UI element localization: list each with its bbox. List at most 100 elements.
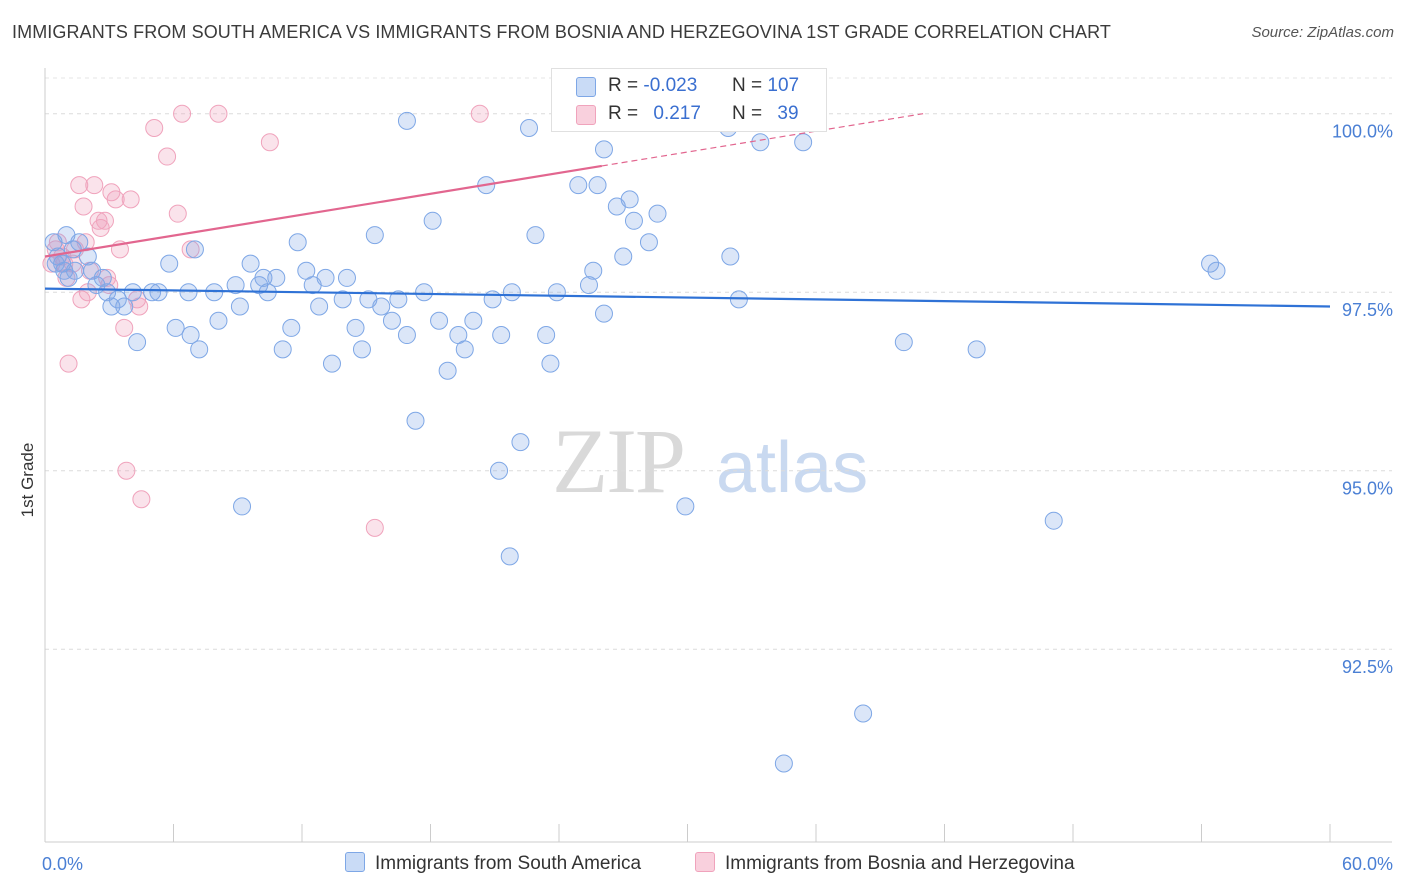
south-america-point [93,268,112,287]
south-america-point [1207,261,1226,280]
south-america-point [205,283,224,302]
south-america-point [316,268,335,287]
bosnia-point [59,354,78,373]
south-america-point [502,283,521,302]
south-america-point [490,461,509,480]
south-america-point [492,326,511,345]
legend-swatch-pink [576,105,596,125]
south-america-point [464,311,483,330]
bosnia-point [95,211,114,230]
south-america-point [579,276,598,295]
south-america-point [438,361,457,380]
south-america-point [108,290,127,309]
south-america-point [233,497,252,516]
south-america-point [181,326,200,345]
bosnia-point [260,133,279,152]
chart-title: IMMIGRANTS FROM SOUTH AMERICA VS IMMIGRA… [12,22,1112,42]
watermark: ZIP atlas [552,410,868,512]
south-america-point [1044,511,1063,530]
south-america-point [241,254,260,273]
south-america-point [310,297,329,316]
south-america-point [967,340,986,359]
south-america-point [230,297,249,316]
bottom-legend-south-america: Immigrants from South America [345,852,641,875]
south-america-point [415,283,434,302]
south-america-point [78,247,97,266]
south-america-point [648,204,667,223]
south-america-point [751,133,770,152]
south-america-point [430,311,449,330]
south-america-point [226,276,245,295]
south-america-point [624,211,643,230]
south-america-point [273,340,292,359]
south-america-point [372,297,391,316]
bosnia-point [74,197,93,216]
legend-n-label: N = [732,103,763,124]
south-america-point [123,283,142,302]
south-america-point [352,340,371,359]
south-america-point [639,233,658,252]
south-america-point [594,304,613,323]
south-america-point [614,247,633,266]
bosnia-point [117,461,136,480]
x-tick-label: 0.0% [42,854,83,874]
bosnia-point [72,290,91,309]
south-america-point [382,311,401,330]
south-america-point [569,176,588,195]
south-america-point [149,283,168,302]
south-america-point [65,261,84,280]
bosnia-point [168,204,187,223]
south-america-point [588,176,607,195]
south-america-point [98,283,117,302]
legend-n-label: N = [732,75,763,96]
y-tick-label: 95.0% [1342,479,1393,499]
south-america-point [397,111,416,130]
legend-r-value: 0.217 [653,103,701,124]
south-america-point [166,318,185,337]
legend-n-value: 39 [777,103,799,124]
south-america-point [594,140,613,159]
bosnia-point [145,118,164,137]
bosnia-point [121,190,140,209]
south-america-point [526,226,545,245]
watermark-zip: ZIP [552,410,684,512]
south-america-point [894,333,913,352]
south-america-point [337,268,356,287]
bottom-legend-bosnia: Immigrants from Bosnia and Herzegovina [695,852,1075,875]
legend-swatch-pink [695,852,715,872]
y-tick-label: 100.0% [1332,122,1393,142]
south-america-point [794,133,813,152]
south-america-point [854,704,873,723]
south-america-point [102,297,121,316]
y-tick-label: 92.5% [1342,657,1393,677]
south-america-point [389,290,408,309]
south-america-point [282,318,301,337]
south-america-point [190,340,209,359]
legend-r-label: R = [608,103,639,124]
bosnia-point [158,147,177,166]
south-america-point [346,318,365,337]
legend-swatch-blue [345,852,365,872]
south-america-point [584,261,603,280]
south-america-point [483,290,502,309]
south-america-point [59,268,78,287]
south-america-point [1201,254,1220,273]
correlation-legend: R = -0.023 N = 107 R = 0.217 N = 39 [551,68,827,132]
south-america-point [143,283,162,302]
south-america-point [520,118,539,137]
legend-swatch-blue [576,77,596,97]
south-america-point [179,283,198,302]
south-america-trend-line [44,287,1331,308]
bosnia-point [181,240,200,259]
south-america-point [365,226,384,245]
source-credit: Source: ZipAtlas.com [1251,24,1394,41]
bottom-legend-label: Immigrants from South America [375,853,642,874]
bosnia-point [89,211,108,230]
bosnia-point [98,268,117,287]
south-america-point [115,297,134,316]
south-america-point [721,247,740,266]
legend-n-value: 107 [767,75,800,96]
south-america-point [537,326,556,345]
x-tick-label: 60.0% [1342,854,1393,874]
bosnia-trend-line [44,164,603,258]
